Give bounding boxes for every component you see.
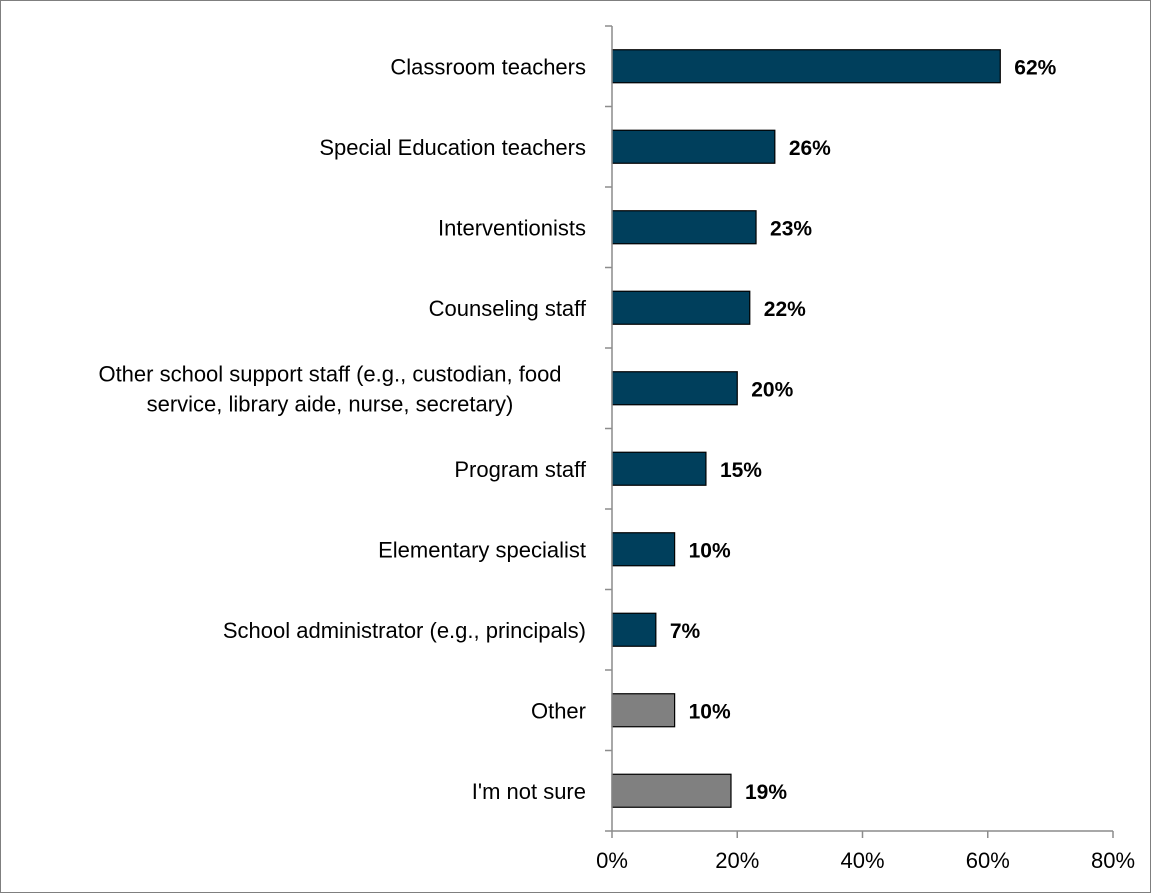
value-label-program-staff: 15% <box>720 459 762 482</box>
category-label-other: Other <box>531 698 586 723</box>
bar-interventionists <box>611 210 757 245</box>
category-label-classroom-teachers: Classroom teachers <box>390 54 586 79</box>
category-label-counseling-staff: Counseling staff <box>429 296 587 321</box>
x-tick-label: 40% <box>840 848 884 873</box>
category-label-program-staff: Program staff <box>454 457 587 482</box>
value-label-i-m-not-sure: 19% <box>745 781 787 804</box>
bar-program-staff <box>611 451 707 486</box>
category-label-line: Interventionists <box>438 215 586 240</box>
value-label-classroom-teachers: 62% <box>1014 56 1056 79</box>
value-label-interventionists: 23% <box>770 217 812 240</box>
category-label-other-school-support-staff-e-g-custodian: Other school support staff (e.g., custod… <box>98 361 561 416</box>
bar-classroom-teachers <box>611 49 1001 84</box>
value-label-other: 10% <box>689 700 731 723</box>
bar-elementary-specialist <box>611 532 676 567</box>
value-label-school-administrator-e-g-principals: 7% <box>670 620 701 643</box>
category-label-line: Classroom teachers <box>390 54 586 79</box>
bar-other-school-support-staff-e-g-custodian <box>611 371 738 406</box>
category-label-interventionists: Interventionists <box>438 215 586 240</box>
value-label-other-school-support-staff-e-g-custodian: 20% <box>751 378 793 401</box>
category-label-line: Special Education teachers <box>319 135 586 160</box>
category-label-line: Other school support staff (e.g., custod… <box>98 361 561 386</box>
value-label-elementary-specialist: 10% <box>689 539 731 562</box>
value-label-counseling-staff: 22% <box>764 298 806 321</box>
category-label-line: Program staff <box>454 457 587 482</box>
category-label-line: service, library aide, nurse, secretary) <box>147 391 514 416</box>
category-label-line: Counseling staff <box>429 296 587 321</box>
x-tick-label: 80% <box>1091 848 1135 873</box>
category-label-i-m-not-sure: I'm not sure <box>472 779 586 804</box>
x-tick-label: 20% <box>715 848 759 873</box>
category-label-line: I'm not sure <box>472 779 586 804</box>
x-tick-label: 60% <box>966 848 1010 873</box>
labels-layer: 62% Classroom teachers 26% Special Educatio… <box>98 54 1135 873</box>
category-label-school-administrator-e-g-principals: School administrator (e.g., principals) <box>223 618 586 643</box>
category-label-line: Other <box>531 698 586 723</box>
bar-i-m-not-sure <box>611 773 732 808</box>
category-label-line: Elementary specialist <box>378 537 586 562</box>
bars-layer <box>611 49 1001 808</box>
x-tick-label: 0% <box>596 848 628 873</box>
axes-layer <box>605 25 1114 838</box>
category-label-special-education-teachers: Special Education teachers <box>319 135 586 160</box>
bar-school-administrator-e-g-principals <box>611 612 657 647</box>
value-label-special-education-teachers: 26% <box>789 137 831 160</box>
category-label-elementary-specialist: Elementary specialist <box>378 537 586 562</box>
bar-special-education-teachers <box>611 129 776 164</box>
category-label-line: School administrator (e.g., principals) <box>223 618 586 643</box>
bar-other <box>611 693 676 728</box>
bar-counseling-staff <box>611 290 751 325</box>
